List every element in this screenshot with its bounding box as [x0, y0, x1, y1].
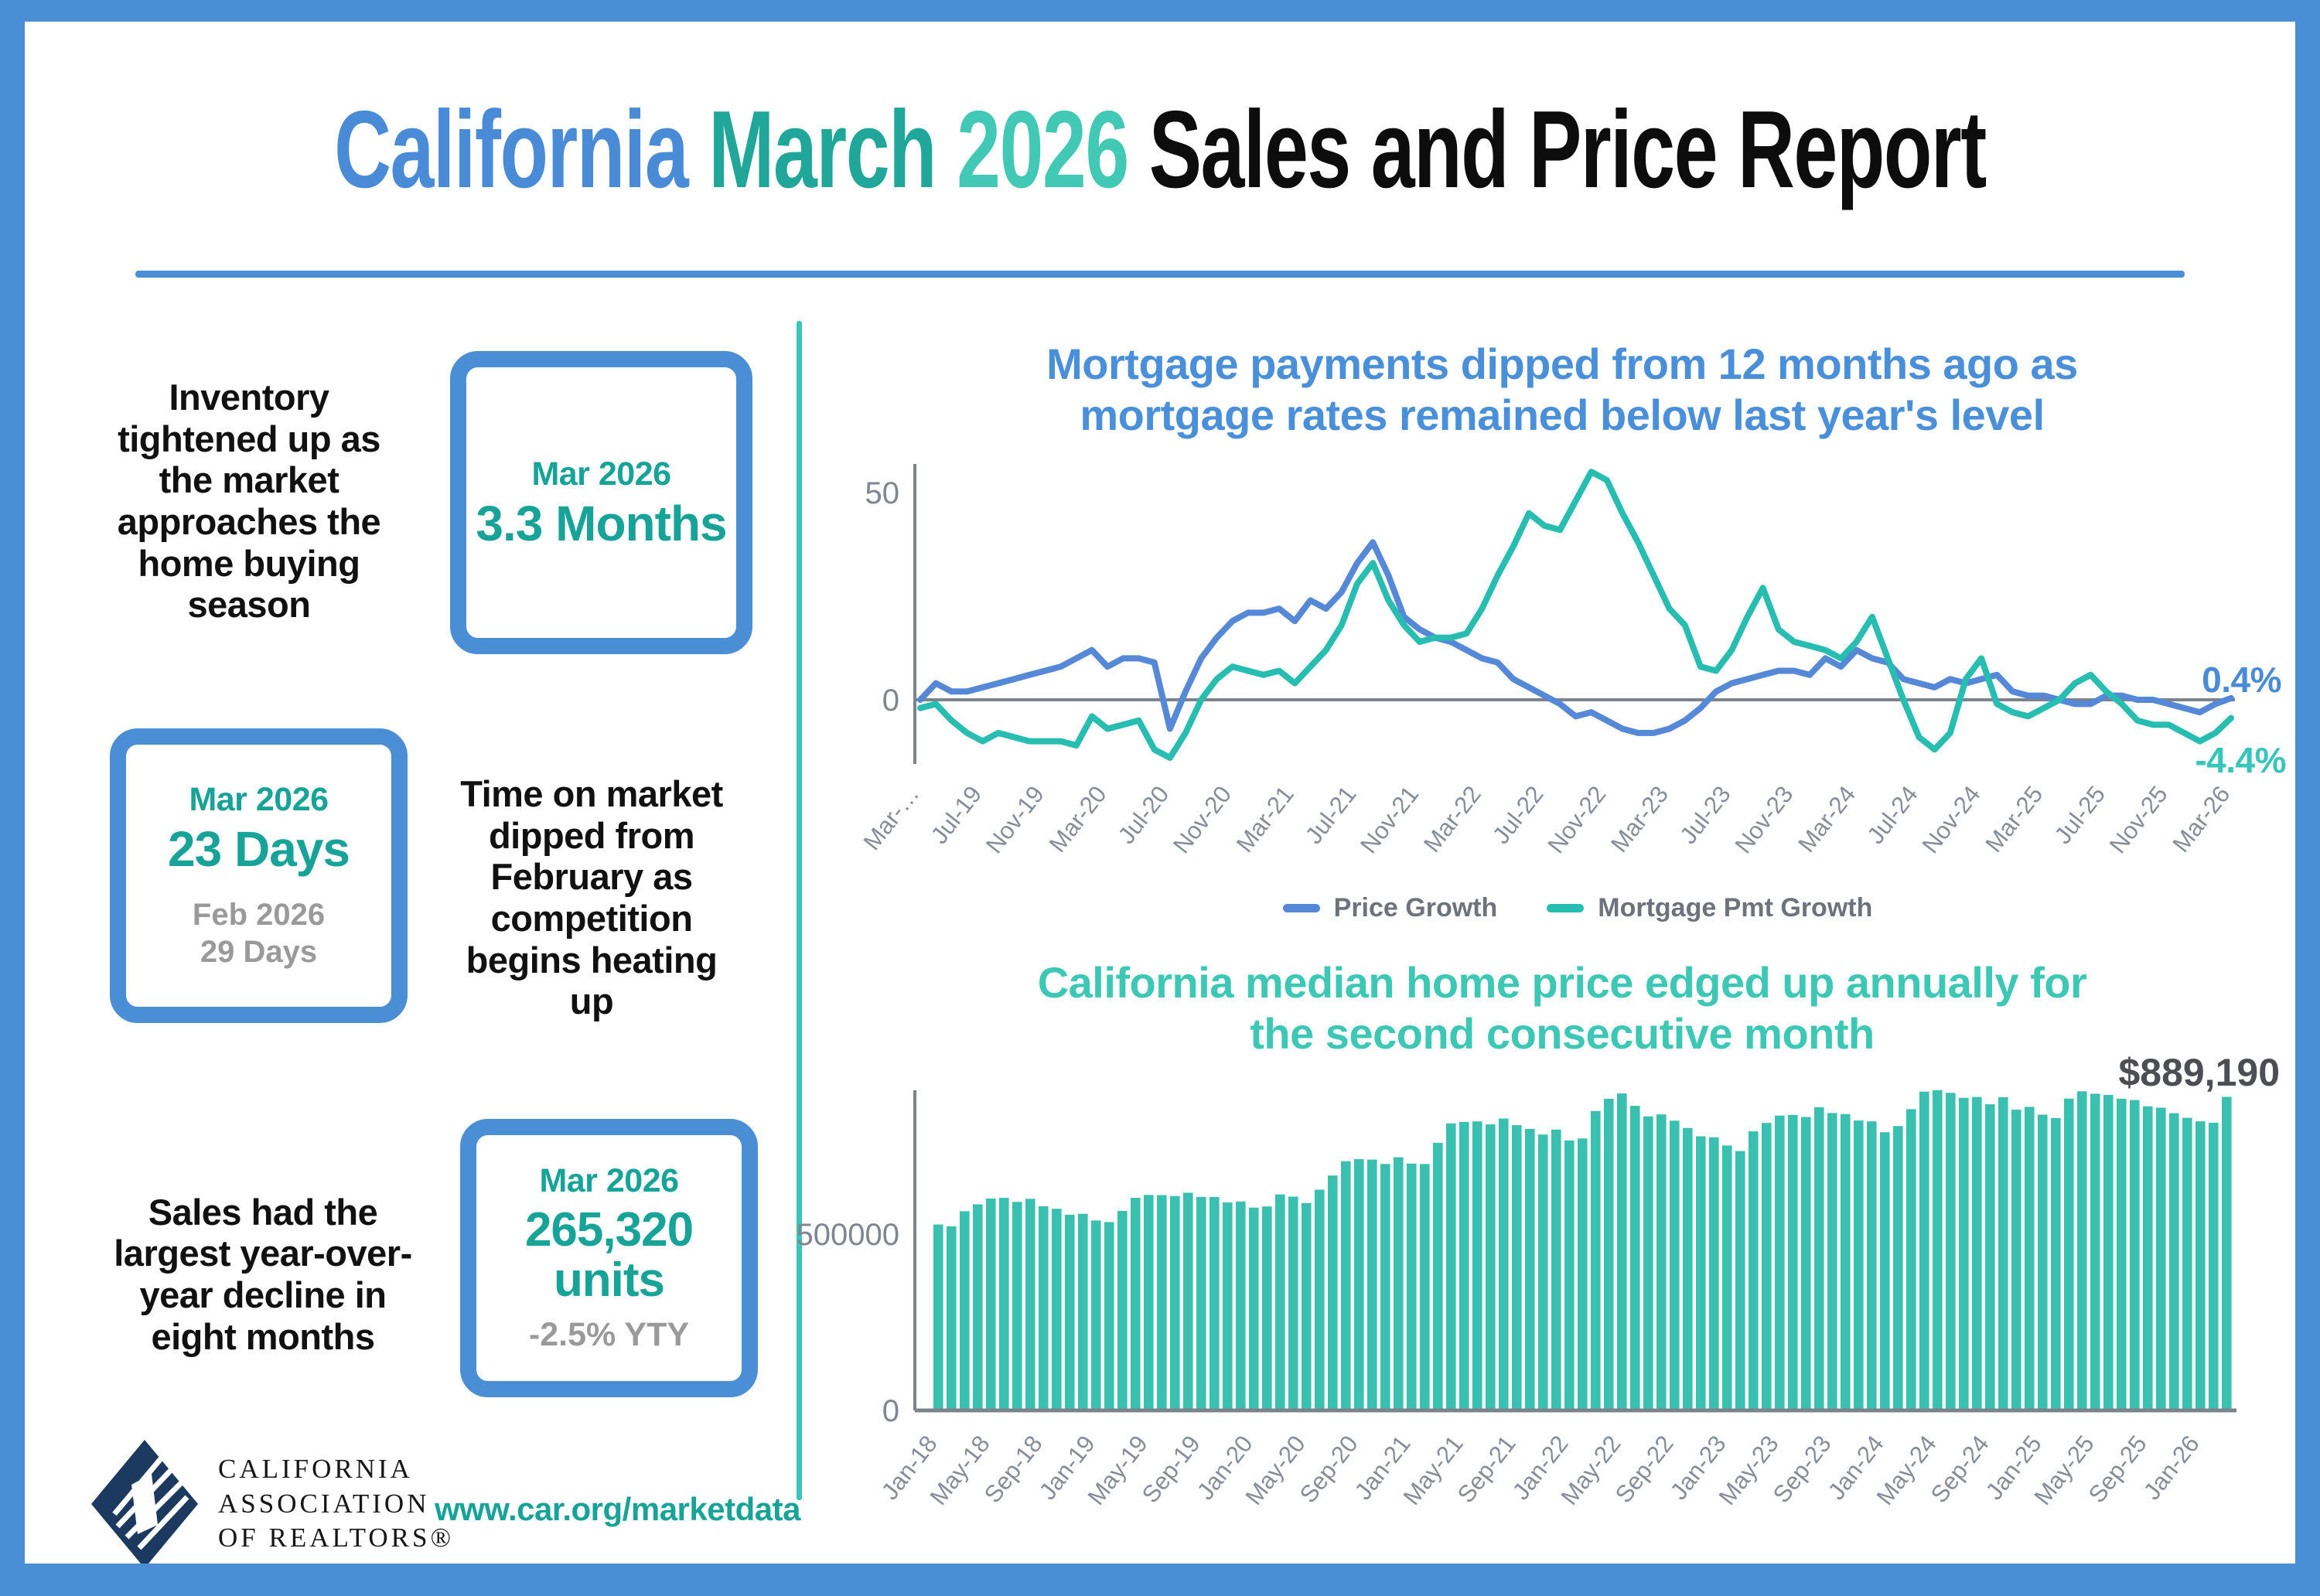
svg-text:Sep-21: Sep-21 [1452, 1431, 1521, 1508]
svg-text:Mar-22: Mar-22 [1418, 781, 1486, 858]
median-price-annotation: $889,190 [2118, 1051, 2280, 1094]
bar-chart-title: California median home price edged up an… [1037, 958, 2087, 1059]
title-month: March [708, 88, 937, 211]
stat-text-time-on-market: Time on market dipped from February as c… [460, 773, 723, 1022]
svg-text:Mar-26: Mar-26 [2167, 781, 2235, 858]
stat-box-inventory: Mar 2026 3.3 Months [450, 351, 752, 654]
svg-text:Sep-23: Sep-23 [1768, 1431, 1837, 1508]
stat-period: Mar 2026 [531, 455, 671, 493]
svg-text:Jan-26: Jan-26 [2138, 1431, 2205, 1505]
svg-text:Nov-20: Nov-20 [1168, 781, 1237, 858]
svg-text:Mar-20: Mar-20 [1044, 781, 1112, 858]
title-rest: Sales and Price Report [1148, 88, 1987, 211]
svg-text:500000: 500000 [797, 1218, 899, 1252]
stat-text-inventory: Inventory tightened up as the market app… [117, 377, 381, 626]
svg-text:Mar-23: Mar-23 [1605, 781, 1673, 858]
svg-text:Nov-24: Nov-24 [1917, 781, 1986, 858]
svg-text:50: 50 [865, 476, 900, 510]
car-logo: California Association of Realtors® [91, 1440, 454, 1568]
svg-text:Jul-24: Jul-24 [1861, 781, 1923, 849]
svg-text:0: 0 [882, 684, 899, 718]
legend-item-price-growth: Price Growth [1282, 893, 1498, 923]
svg-text:Jul-23: Jul-23 [1674, 781, 1736, 849]
line-chart-title: Mortgage payments dipped from 12 months … [1046, 339, 2078, 440]
svg-text:Nov-22: Nov-22 [1542, 781, 1611, 858]
mortgage-growth-swatch [1547, 904, 1585, 912]
legend-item-mortgage-growth: Mortgage Pmt Growth [1547, 893, 1872, 923]
stat-value: 265,320 units [524, 1202, 694, 1307]
page-title: California March 2026 Sales and Price Re… [334, 87, 1987, 213]
price-growth-end-label: 0.4% [2202, 660, 2281, 700]
price-growth-swatch [1282, 904, 1320, 912]
svg-text:Jul-22: Jul-22 [1487, 781, 1549, 849]
svg-text:Jul-25: Jul-25 [2049, 781, 2111, 849]
svg-text:Sep-19: Sep-19 [1137, 1431, 1206, 1508]
marketdata-url[interactable]: www.car.org/marketdata [435, 1491, 800, 1527]
stat-value: 23 Days [168, 821, 350, 878]
logo-line-1: California [218, 1453, 413, 1484]
stat-prev: Feb 2026 29 Days [193, 896, 325, 970]
title-california: California [334, 88, 689, 211]
stat-text-sales: Sales had the largest year-over-year dec… [114, 1191, 412, 1357]
title-year: 2026 [957, 88, 1129, 211]
svg-text:Mar-21: Mar-21 [1231, 781, 1299, 858]
column-divider [797, 321, 802, 1500]
car-logo-text: California Association of Realtors® [218, 1452, 454, 1556]
svg-text:Mar-24: Mar-24 [1793, 781, 1861, 858]
stat-value: 3.3 Months [476, 495, 727, 551]
logo-line-2: Association [218, 1488, 430, 1519]
legend-label: Price Growth [1333, 893, 1498, 922]
stat-prev-period: Feb 2026 [192, 897, 326, 932]
line-chart-legend: Price Growth Mortgage Pmt Growth [920, 893, 2235, 923]
svg-text:Jul-19: Jul-19 [926, 781, 988, 849]
svg-text:Nov-25: Nov-25 [2104, 781, 2173, 858]
svg-text:Jul-20: Jul-20 [1113, 781, 1175, 849]
stat-sub-value: -2.5% YTY [528, 1316, 690, 1354]
stat-period: Mar 2026 [539, 1161, 679, 1199]
svg-text:Sep-18: Sep-18 [979, 1431, 1048, 1508]
car-logo-icon [91, 1440, 198, 1568]
svg-text:Sep-20: Sep-20 [1295, 1431, 1363, 1508]
svg-text:Mar-…: Mar-… [858, 781, 925, 855]
legend-label: Mortgage Pmt Growth [1598, 893, 1873, 922]
svg-text:Jul-21: Jul-21 [1300, 781, 1362, 849]
median-price-bar-chart: 5000000Jan-18May-18Sep-18Jan-19May-19Sep… [797, 1090, 2236, 1510]
logo-line-3: of Realtors® [218, 1523, 455, 1553]
svg-text:Mar-25: Mar-25 [1980, 781, 2048, 858]
svg-text:Nov-21: Nov-21 [1355, 781, 1424, 858]
svg-text:Sep-22: Sep-22 [1610, 1431, 1679, 1508]
stat-box-days: Mar 2026 23 Days Feb 2026 29 Days [110, 728, 408, 1023]
svg-text:Nov-19: Nov-19 [981, 781, 1049, 858]
stat-prev-value: 29 Days [200, 934, 318, 969]
mortgage-growth-end-label: -4.4% [2195, 740, 2286, 780]
svg-text:0: 0 [882, 1394, 899, 1428]
svg-text:Sep-24: Sep-24 [1926, 1431, 1994, 1508]
svg-text:Nov-23: Nov-23 [1729, 781, 1798, 858]
stat-period: Mar 2026 [189, 781, 329, 819]
svg-text:Sep-25: Sep-25 [2083, 1431, 2152, 1508]
stat-box-sales: Mar 2026 265,320 units -2.5% YTY [460, 1119, 758, 1397]
title-divider [135, 271, 2185, 278]
